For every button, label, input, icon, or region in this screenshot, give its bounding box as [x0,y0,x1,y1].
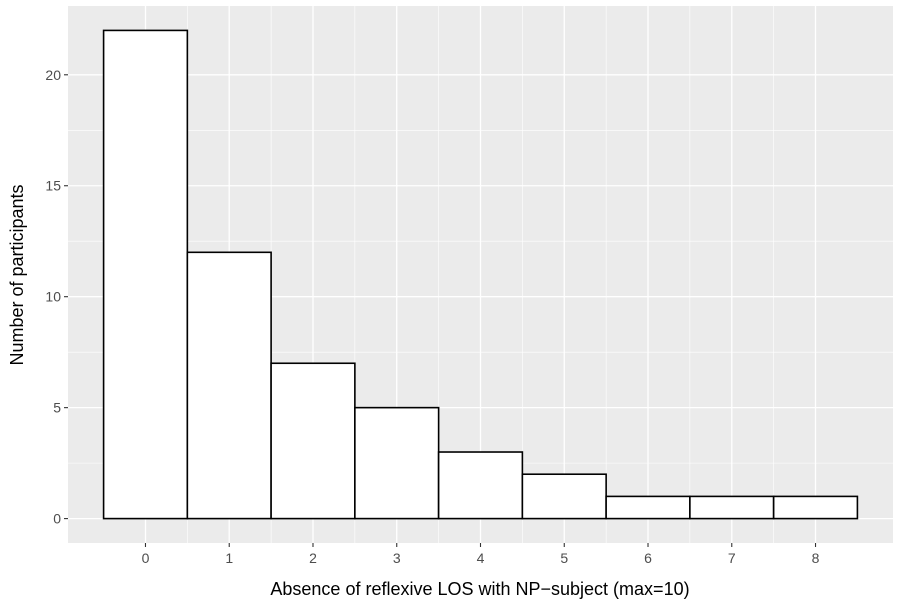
x-axis-title: Absence of reflexive LOS with NP−subject… [270,579,689,599]
x-tick-label: 8 [812,550,820,566]
bar-3 [354,406,440,520]
bar-2 [270,362,356,520]
x-axis-ticks: 0 1 2 3 4 5 6 7 8 [142,543,820,566]
bar-7 [689,495,775,520]
y-axis-ticks: 0 5 10 15 20 [45,67,68,527]
x-tick-label: 7 [728,550,736,566]
bar-6 [605,495,691,520]
y-axis-title: Number of participants [7,184,27,365]
y-tick-label: 0 [53,511,61,527]
bar-8 [772,495,859,520]
x-tick-label: 2 [309,550,317,566]
bars [102,29,859,520]
x-tick-label: 0 [142,550,150,566]
x-tick-label: 5 [560,550,568,566]
x-tick-label: 6 [644,550,652,566]
bar-0 [102,29,189,520]
x-tick-label: 4 [477,550,485,566]
y-tick-label: 5 [53,400,61,416]
bar-4 [437,451,524,520]
y-tick-label: 20 [45,67,61,83]
x-tick-label: 1 [225,550,233,566]
bar-1 [186,251,272,520]
bar-5 [521,473,607,520]
x-tick-label: 3 [393,550,401,566]
y-tick-label: 15 [45,178,61,194]
y-tick-label: 10 [45,289,61,305]
